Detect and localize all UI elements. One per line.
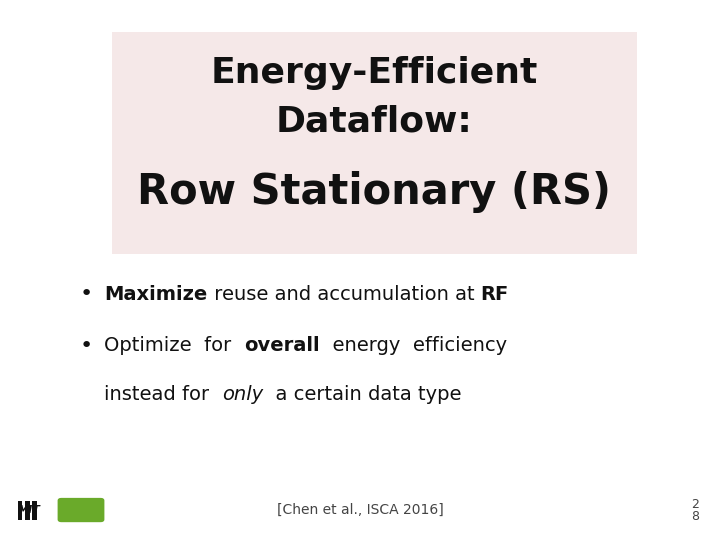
Text: a certain data type: a certain data type bbox=[263, 384, 462, 404]
FancyBboxPatch shape bbox=[58, 498, 104, 522]
Bar bbox=[18, 501, 22, 520]
Text: reuse and accumulation at: reuse and accumulation at bbox=[207, 285, 480, 304]
Text: Row Stationary (RS): Row Stationary (RS) bbox=[138, 171, 611, 213]
Bar bbox=[25, 501, 30, 520]
Bar bbox=[32, 501, 37, 520]
Text: energy  efficiency: energy efficiency bbox=[320, 336, 507, 355]
Text: MIT: MIT bbox=[18, 505, 41, 515]
Text: Maximize: Maximize bbox=[104, 285, 207, 304]
FancyBboxPatch shape bbox=[112, 32, 637, 254]
Text: RF: RF bbox=[480, 285, 509, 304]
Text: Dataflow:: Dataflow: bbox=[276, 105, 473, 138]
Text: only: only bbox=[222, 384, 263, 404]
Text: Optimize  for: Optimize for bbox=[104, 336, 244, 355]
Text: Energy-Efficient: Energy-Efficient bbox=[211, 56, 538, 90]
Text: 2
8: 2 8 bbox=[690, 498, 699, 523]
Text: [Chen et al., ISCA 2016]: [Chen et al., ISCA 2016] bbox=[276, 503, 444, 517]
Text: instead for: instead for bbox=[104, 384, 222, 404]
Text: overall: overall bbox=[244, 336, 320, 355]
Text: •: • bbox=[80, 284, 93, 305]
Text: •: • bbox=[80, 335, 93, 356]
